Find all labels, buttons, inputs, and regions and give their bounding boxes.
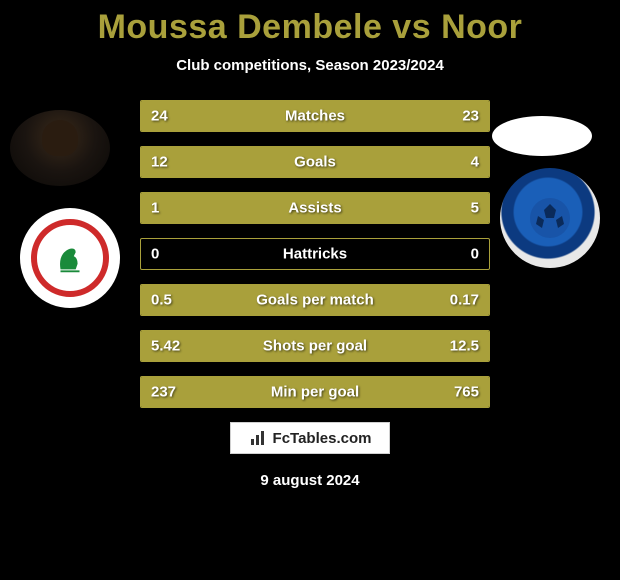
comparison-panel: 24Matches2312Goals41Assists50Hattricks00… — [0, 100, 620, 408]
stat-right-value: 23 — [462, 108, 479, 125]
bar-fill-left — [141, 193, 200, 223]
horse-icon — [51, 239, 89, 277]
page-subtitle: Club competitions, Season 2023/2024 — [0, 57, 620, 74]
stat-right-value: 4 — [471, 154, 479, 171]
bar-fill-left — [141, 147, 402, 177]
chart-icon — [249, 429, 267, 447]
footer: FcTables.com — [0, 422, 620, 454]
club-left-crest — [20, 208, 120, 308]
stat-row: 5.42 Shots per goal 12.5 — [140, 330, 490, 362]
stat-left-value: 0 — [151, 246, 159, 263]
bar-fill-right — [200, 193, 489, 223]
stat-left-value: 24 — [151, 108, 168, 125]
stat-left-value: 1 — [151, 200, 159, 217]
brand-text: FcTables.com — [273, 430, 372, 447]
stat-left-value: 237 — [151, 384, 176, 401]
stat-row: 24 Matches 23 — [140, 100, 490, 132]
brand-badge: FcTables.com — [230, 422, 391, 454]
footer-date: 9 august 2024 — [0, 472, 620, 489]
stat-label: Goals — [294, 154, 336, 171]
stat-label: Hattricks — [283, 246, 347, 263]
stat-label: Shots per goal — [263, 338, 367, 355]
stat-right-value: 765 — [454, 384, 479, 401]
stat-left-value: 12 — [151, 154, 168, 171]
club-right-crest — [500, 168, 600, 268]
stat-row: 1 Assists 5 — [140, 192, 490, 224]
stat-row: 237 Min per goal 765 — [140, 376, 490, 408]
football-icon — [522, 190, 578, 246]
stat-label: Assists — [288, 200, 341, 217]
stat-left-value: 5.42 — [151, 338, 180, 355]
stat-bars: 24Matches2312Goals41Assists50Hattricks00… — [140, 100, 490, 408]
stat-left-value: 0.5 — [151, 292, 172, 309]
stat-label: Goals per match — [256, 292, 374, 309]
page-title: Moussa Dembele vs Noor — [0, 0, 620, 47]
stat-right-value: 0.17 — [450, 292, 479, 309]
stat-label: Min per goal — [271, 384, 359, 401]
player-right-avatar — [492, 116, 592, 156]
stat-label: Matches — [285, 108, 345, 125]
stat-right-value: 0 — [471, 246, 479, 263]
stat-right-value: 12.5 — [450, 338, 479, 355]
stat-row: 12 Goals 4 — [140, 146, 490, 178]
stat-row: 0 Hattricks 0 — [140, 238, 490, 270]
stat-right-value: 5 — [471, 200, 479, 217]
stat-row: 0.5 Goals per match 0.17 — [140, 284, 490, 316]
player-left-avatar — [10, 110, 110, 186]
